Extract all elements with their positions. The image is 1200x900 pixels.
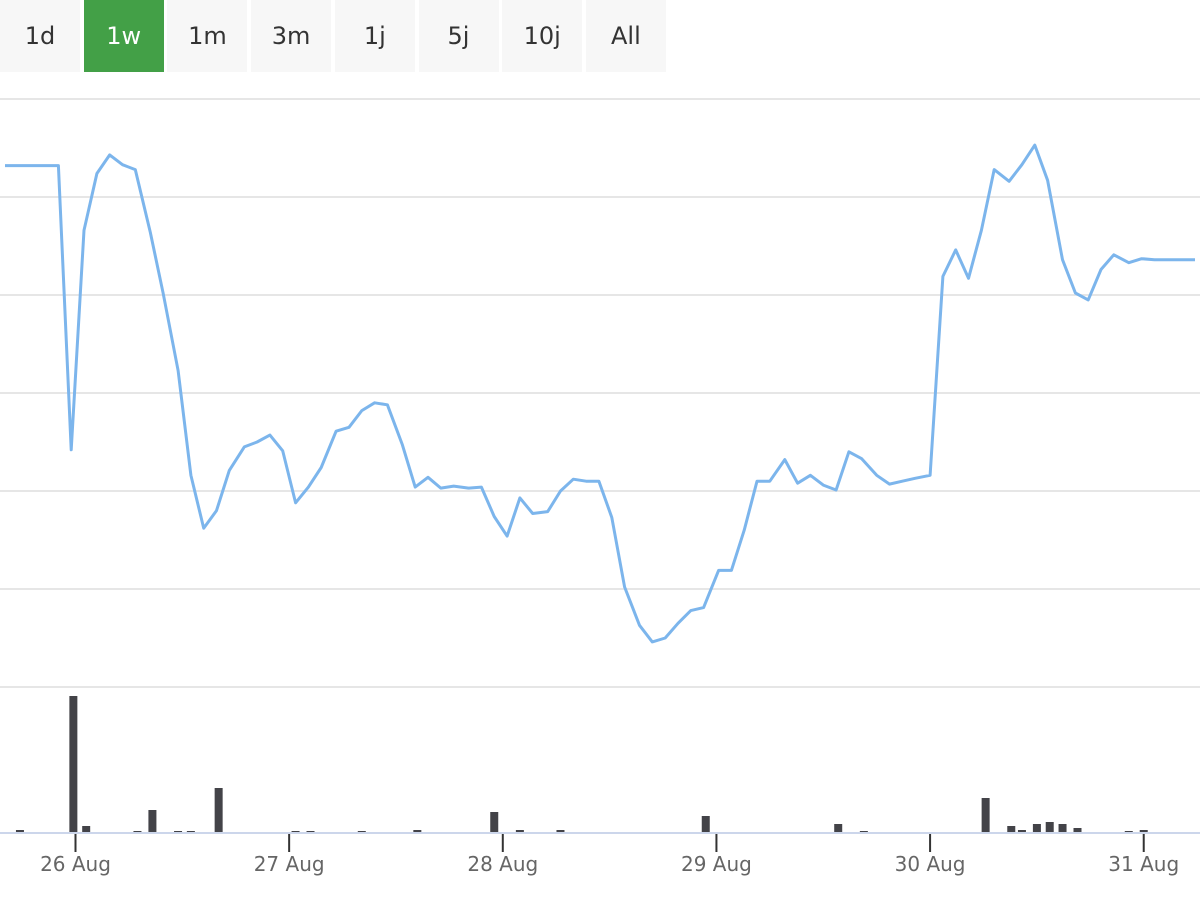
range-button[interactable]: 5j: [418, 0, 499, 72]
range-button[interactable]: 1j: [334, 0, 415, 72]
volume-bar: [1017, 830, 1026, 833]
range-button[interactable]: 1w: [83, 0, 164, 72]
volume-bar: [82, 826, 91, 833]
range-button[interactable]: 10j: [502, 0, 583, 72]
volume-bar: [981, 798, 990, 833]
volume-bar: [1058, 824, 1067, 833]
volume-bar: [1139, 830, 1148, 833]
volume-bar: [701, 816, 710, 833]
volume-bar: [1073, 828, 1082, 833]
volume-bar: [515, 830, 524, 833]
volume-bar: [556, 830, 565, 833]
volume-bar: [214, 788, 223, 833]
volume-bar: [1045, 822, 1054, 833]
volume-bar: [69, 696, 78, 833]
volume-bar: [490, 812, 499, 833]
range-button[interactable]: 1d: [0, 0, 80, 72]
price-line: [5, 143, 1195, 644]
volume-bar: [148, 810, 157, 833]
x-tick-label: 26 Aug: [40, 852, 111, 876]
volume-bar: [15, 830, 24, 833]
volume-bar: [834, 824, 843, 833]
x-tick-label: 31 Aug: [1108, 852, 1179, 876]
x-tick-label: 27 Aug: [254, 852, 325, 876]
volume-bar: [1032, 824, 1041, 833]
range-button[interactable]: 1m: [167, 0, 248, 72]
x-tick-label: 28 Aug: [467, 852, 538, 876]
x-tick-label: 29 Aug: [681, 852, 752, 876]
range-button[interactable]: 3m: [251, 0, 332, 72]
volume-bar: [413, 830, 422, 833]
range-button[interactable]: All: [585, 0, 666, 72]
volume-bar: [1007, 826, 1016, 833]
x-tick-label: 30 Aug: [895, 852, 966, 876]
